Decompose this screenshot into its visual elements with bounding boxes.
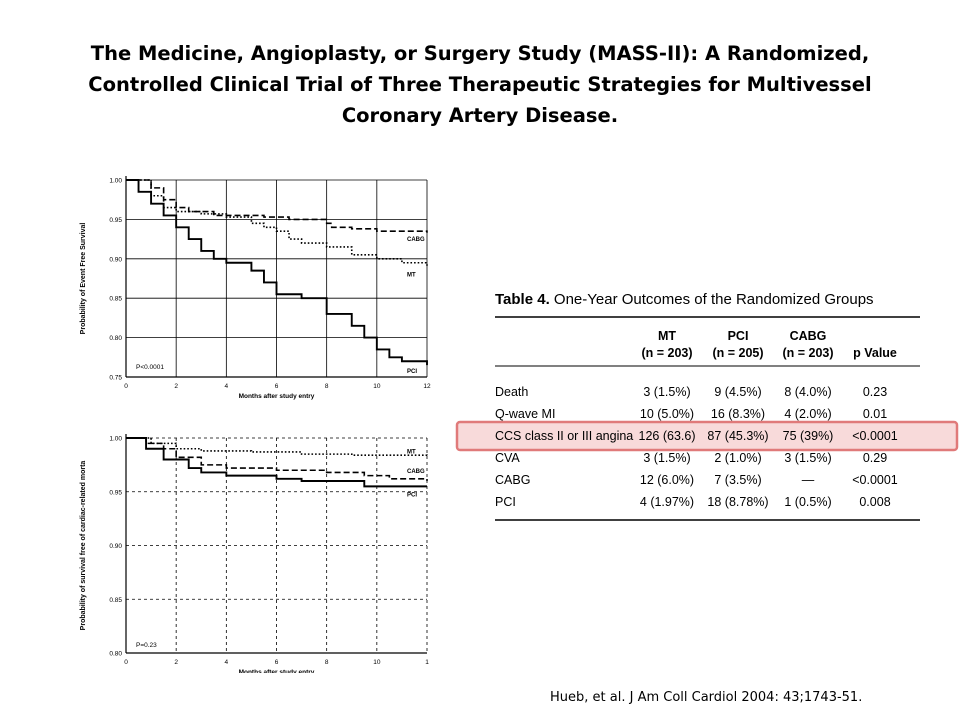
table-cell: 18 (8.78%)	[707, 495, 768, 509]
y-tick-label: 0.90	[109, 256, 122, 263]
row-label: CVA	[495, 451, 520, 465]
x-axis-label: Months after study entry	[239, 393, 315, 400]
series-label-mt: MT	[407, 273, 416, 279]
y-tick-label: 1.00	[109, 436, 122, 443]
table-title: Table 4. One-Year Outcomes of the Random…	[495, 291, 874, 308]
table-cell: 12 (6.0%)	[640, 473, 694, 487]
y-axis-label: Probability of Event Free Survival	[80, 223, 87, 335]
x-tick-label: 2	[174, 383, 178, 390]
one-year-outcomes-table: Table 4. One-Year Outcomes of the Random…	[455, 291, 959, 521]
x-tick-label: 10	[373, 383, 381, 390]
column-header: p Value	[853, 346, 897, 360]
survival-curve-pci	[126, 179, 428, 366]
table-cell: 0.23	[863, 385, 887, 399]
y-tick-label: 0.95	[109, 217, 122, 224]
y-tick-label: 0.80	[109, 335, 122, 342]
row-label: CCS class II or III angina	[495, 429, 633, 443]
series-label-pci: PCI	[407, 492, 417, 498]
x-tick-label: 8	[325, 659, 329, 666]
slide-title-line: Coronary Artery Disease.	[341, 104, 619, 127]
series-label-pci: PCI	[407, 369, 417, 375]
table-cell: <0.0001	[852, 429, 898, 443]
x-tick-label: 6	[275, 659, 279, 666]
y-tick-label: 0.80	[109, 651, 122, 658]
table-cell: 10 (5.0%)	[640, 407, 694, 421]
x-tick-label: 0	[124, 383, 128, 390]
table-title-number: Table 4.	[495, 291, 550, 308]
y-tick-label: 1.00	[109, 178, 122, 185]
column-header-n: (n = 203)	[641, 346, 692, 360]
table-cell: <0.0001	[852, 473, 898, 487]
column-header-n: (n = 203)	[782, 346, 833, 360]
column-header-n: (n = 205)	[712, 346, 763, 360]
series-label-cabg: CABG	[407, 237, 425, 243]
table-cell: 0.01	[863, 407, 887, 421]
table-cell: —	[802, 473, 815, 487]
table-cell: 16 (8.3%)	[711, 407, 765, 421]
y-tick-label: 0.85	[109, 597, 122, 604]
x-tick-label: 10	[373, 659, 381, 666]
event-free-survival-chart: 0.75 0.80 0.85 0.90 0.95 1.00 0 2 4 6 8 10 12 Months …	[80, 176, 431, 400]
row-label: Death	[495, 385, 528, 399]
table-cell: 0.29	[863, 451, 887, 465]
survival-curve-mt	[126, 437, 428, 457]
row-label: Q-wave MI	[495, 407, 555, 421]
table-cell: 8 (4.0%)	[784, 385, 831, 399]
citation: Hueb, et al. J Am Coll Cardiol 2004: 43;…	[550, 690, 863, 705]
table-cell: 3 (1.5%)	[643, 451, 690, 465]
table-cell: 2 (1.0%)	[714, 451, 761, 465]
x-tick-label: 6	[275, 383, 279, 390]
table-cell: 9 (4.5%)	[714, 385, 761, 399]
series-label-cabg: CABG	[407, 469, 425, 475]
table-cell: 3 (1.5%)	[784, 451, 831, 465]
column-header: CABG	[790, 329, 827, 343]
table-cell: 1 (0.5%)	[784, 495, 831, 509]
y-tick-label: 0.85	[109, 296, 122, 303]
row-label: CABG	[495, 473, 530, 487]
x-tick-label: 0	[124, 659, 128, 666]
y-tick-label: 0.75	[109, 375, 122, 382]
slide-title-line: The Medicine, Angioplasty, or Surgery St…	[90, 42, 870, 65]
column-header: MT	[658, 329, 676, 343]
column-header: PCI	[728, 329, 749, 343]
survival-curve-cabg	[126, 179, 428, 233]
x-tick-label: 1	[425, 659, 429, 666]
table-title-text: One-Year Outcomes of the Randomized Grou…	[550, 291, 874, 308]
row-label: PCI	[495, 495, 516, 509]
table-cell: 4 (1.97%)	[640, 495, 694, 509]
y-tick-label: 0.90	[109, 543, 122, 550]
table-cell: 7 (3.5%)	[714, 473, 761, 487]
x-tick-label: 8	[325, 383, 329, 390]
cardiac-mortality-free-survival-chart: 0.80 0.85 0.90 0.95 1.00 0 2 4 6 8 10 1 Months after…	[80, 434, 429, 673]
table-cell: 87 (45.3%)	[707, 429, 768, 443]
y-axis-label: Probability of survival free of cardiac-…	[80, 461, 87, 631]
p-value-annotation: P<0.0001	[136, 364, 164, 371]
table-cell: 75 (39%)	[783, 429, 834, 443]
table-cell: 0.008	[859, 495, 890, 509]
x-tick-label: 4	[225, 659, 229, 666]
slide-title: The Medicine, Angioplasty, or Surgery St…	[60, 38, 900, 131]
y-tick-label: 0.95	[109, 489, 122, 496]
survival-curve-cabg	[126, 437, 428, 481]
survival-curve-pci	[126, 437, 427, 488]
x-tick-label: 12	[423, 383, 431, 390]
slide-title-line: Controlled Clinical Trial of Three Thera…	[88, 73, 872, 96]
series-label-mt: MT	[407, 449, 416, 455]
table-cell: 126 (63.6)	[639, 429, 696, 443]
x-tick-label: 4	[225, 383, 229, 390]
x-tick-label: 2	[174, 659, 178, 666]
x-axis-label: Months after study entry	[239, 669, 315, 673]
table-cell: 3 (1.5%)	[643, 385, 690, 399]
table-cell: 4 (2.0%)	[784, 407, 831, 421]
p-value-annotation: P=0.23	[136, 642, 157, 649]
highlight-band	[455, 420, 959, 452]
